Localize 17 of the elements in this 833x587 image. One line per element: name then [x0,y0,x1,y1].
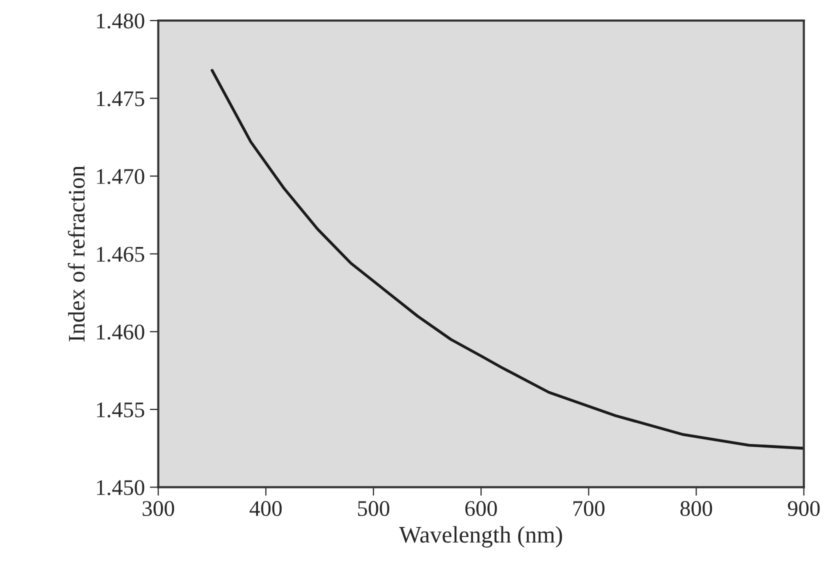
y-tick-label: 1.470 [97,169,144,184]
y-tick-label: 1.460 [97,324,144,340]
x-axis-title: Wavelength (nm) [399,526,562,548]
x-tick-label: 900 [788,501,820,516]
x-tick-label: 600 [465,501,497,516]
y-axis-title: Index of refraction [68,166,85,342]
x-tick-label: 300 [142,501,174,516]
y-tick-label: 1.455 [97,402,144,418]
y-tick-label: 1.480 [97,13,144,29]
y-tick-label: 1.475 [97,91,144,106]
x-tick-label: 500 [358,501,390,516]
y-tick-label: 1.465 [97,246,144,262]
x-tick-label: 800 [680,501,712,516]
y-tick-label: 1.450 [97,480,144,496]
x-tick-label: 700 [573,501,604,516]
line-series [210,68,804,450]
x-tick-label: 400 [250,501,282,516]
